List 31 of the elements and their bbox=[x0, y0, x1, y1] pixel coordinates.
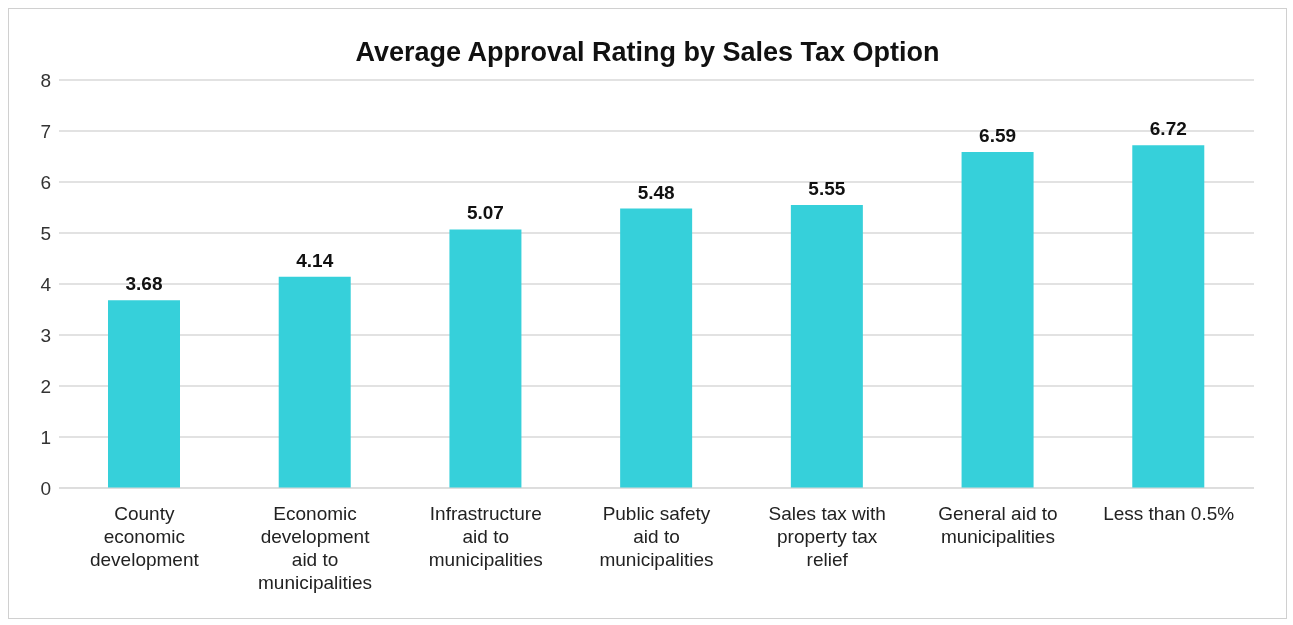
bar bbox=[1132, 145, 1205, 488]
x-tick-label: Infrastructure aid to municipalities bbox=[428, 503, 543, 570]
y-tick-label: 3 bbox=[40, 324, 51, 346]
x-tick-label: Sales tax with property tax relief bbox=[768, 503, 886, 570]
y-tick-label: 4 bbox=[40, 273, 52, 295]
chart-title: Average Approval Rating by Sales Tax Option bbox=[354, 36, 941, 68]
y-tick-label: 8 bbox=[40, 69, 51, 91]
data-label: 5.55 bbox=[808, 177, 846, 199]
y-tick-label: 6 bbox=[40, 171, 51, 193]
bar bbox=[278, 276, 351, 488]
x-tick-label: General aid to municipalities bbox=[938, 503, 1058, 547]
y-tick-label: 2 bbox=[40, 375, 51, 397]
y-tick-label: 5 bbox=[40, 222, 51, 244]
data-label: 5.07 bbox=[466, 202, 504, 224]
x-tick-label: Economic development aid to municipalities bbox=[258, 503, 373, 593]
bar bbox=[449, 229, 522, 488]
x-tick-label: Less than 0.5% bbox=[1103, 503, 1235, 524]
y-tick-label: 1 bbox=[40, 426, 51, 448]
x-tick-label: County economic development bbox=[89, 503, 200, 570]
data-label: 4.14 bbox=[296, 249, 334, 271]
bar bbox=[108, 300, 180, 488]
bar bbox=[961, 151, 1034, 488]
data-label: 6.59 bbox=[979, 124, 1017, 146]
y-tick-label: 0 bbox=[40, 477, 51, 499]
data-label: 5.48 bbox=[637, 181, 675, 203]
y-tick-label: 7 bbox=[40, 120, 51, 142]
bar bbox=[790, 204, 863, 488]
data-label: 3.68 bbox=[125, 273, 163, 295]
data-label: 6.72 bbox=[1149, 118, 1187, 140]
x-tick-label: Public safety aid to municipalities bbox=[599, 503, 714, 570]
bar bbox=[620, 208, 693, 488]
